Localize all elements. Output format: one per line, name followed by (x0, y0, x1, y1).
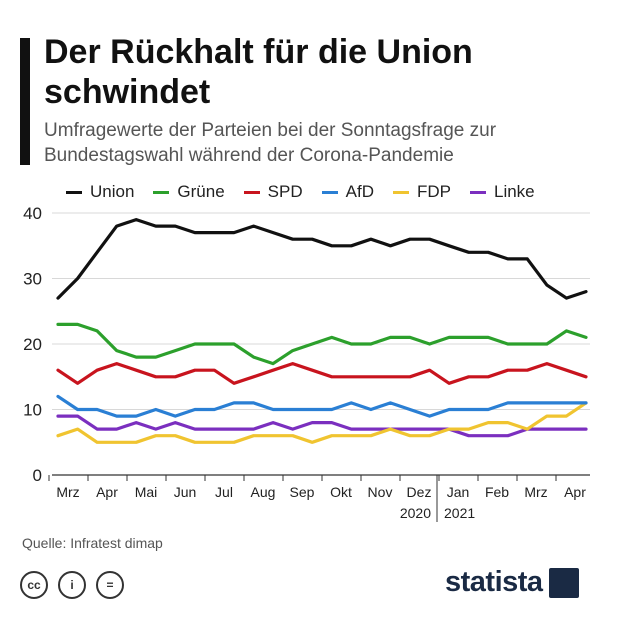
legend-swatch (321, 190, 338, 194)
x-tick-label: Mrz (56, 484, 79, 500)
series-line-fdp (56, 401, 588, 444)
legend-label: FDP (416, 182, 451, 201)
x-tick-label: Sep (290, 484, 315, 500)
legend-swatch (66, 190, 82, 194)
x-tick-label: Mai (135, 484, 158, 500)
x-tick-label: Okt (330, 484, 352, 500)
series-line-linke (56, 414, 588, 438)
legend-label: Grüne (177, 182, 225, 201)
legend-label: AfD (345, 182, 374, 201)
legend-item-afd: AfD (321, 182, 374, 202)
chart-title: Der Rückhalt für die Union schwindet (44, 33, 473, 111)
year-label-2020: 2020 (400, 505, 431, 521)
person-icon[interactable]: i (58, 571, 86, 599)
legend-item-spd: SPD (243, 182, 303, 202)
x-tick-label: Dez (407, 484, 432, 500)
cc-icon[interactable]: cc (20, 571, 48, 599)
statista-logo[interactable]: statista (445, 566, 579, 599)
year-label-2021: 2021 (444, 505, 475, 521)
x-tick-label: Apr (564, 484, 586, 500)
title-accent-bar (20, 38, 30, 165)
legend-label: SPD (267, 182, 303, 201)
legend-swatch (392, 190, 409, 194)
legend-item-linke: Linke (469, 182, 535, 202)
legend-item-grüne: Grüne (153, 182, 225, 202)
equals-icon[interactable]: = (96, 571, 124, 599)
x-tick-label: Aug (251, 484, 276, 500)
y-tick-label: 20 (23, 335, 42, 354)
legend-label: Linke (493, 182, 535, 201)
x-tick-label: Jan (447, 484, 470, 500)
x-tick-label: Jul (215, 484, 233, 500)
legend-swatch (153, 190, 170, 194)
chart-legend: Union Grüne SPD AfD FDP Linke (66, 180, 554, 204)
series-line-afd (56, 394, 588, 418)
x-tick-label: Apr (96, 484, 118, 500)
source-note: Quelle: Infratest dimap (22, 535, 163, 551)
legend-swatch (469, 190, 486, 194)
license-icons: cc i = (20, 571, 134, 599)
chart-subtitle: Umfragewerte der Parteien bei der Sonnta… (44, 120, 497, 166)
series-line-spd (56, 362, 588, 385)
series-line-union (56, 218, 588, 300)
brand-name: statista (445, 566, 543, 598)
brand-mark-icon (548, 567, 579, 598)
y-tick-label: 10 (23, 401, 42, 420)
legend-item-fdp: FDP (392, 182, 451, 202)
legend-label: Union (90, 182, 135, 201)
y-tick-label: 40 (23, 204, 42, 223)
x-tick-label: Nov (368, 484, 393, 500)
x-tick-label: Jun (174, 484, 197, 500)
series-line-grüne (56, 322, 588, 366)
y-tick-label: 30 (23, 270, 42, 289)
y-tick-label: 0 (33, 466, 42, 485)
x-tick-label: Feb (485, 484, 509, 500)
legend-swatch (243, 190, 260, 194)
legend-item-union: Union (66, 182, 134, 202)
x-tick-label: Mrz (524, 484, 547, 500)
